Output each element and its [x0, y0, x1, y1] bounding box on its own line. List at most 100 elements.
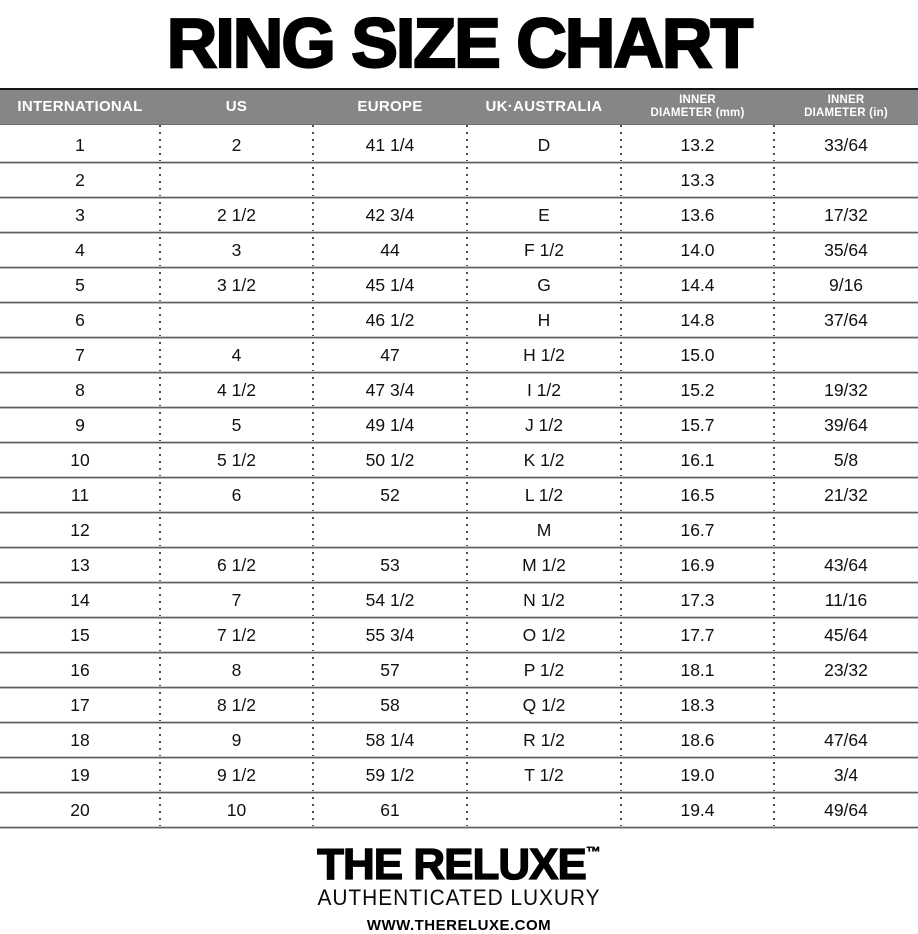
row-divider [0, 441, 918, 444]
table-cell: 14.4 [680, 274, 715, 295]
table-cell: 13 [70, 554, 90, 575]
table-cell: H 1/2 [523, 344, 565, 365]
table-cell: 8 1/2 [217, 694, 256, 715]
table-cell: 23/32 [824, 659, 868, 680]
table-cell: R 1/2 [523, 729, 565, 750]
table-row: 20 10 61 19.4 49/64 [0, 794, 918, 826]
table-cell: 19/32 [824, 379, 868, 400]
row-divider [0, 826, 918, 829]
row-divider [0, 756, 918, 759]
row-divider [0, 336, 918, 339]
trademark-symbol: ™ [585, 844, 601, 861]
row-divider [0, 406, 918, 409]
table-row: 12 M 16.7 [0, 514, 918, 546]
brand-tagline: AUTHENTICATED LUXURY [317, 885, 601, 910]
table-cell: 49 1/4 [365, 414, 415, 435]
table-cell: 46 1/2 [365, 309, 415, 330]
table-row: 15 7 1/2 55 3/4 O 1/2 17.7 45/64 [0, 619, 918, 651]
row-divider [0, 161, 918, 164]
table-cell: 5 [231, 414, 242, 435]
table-cell: 39/64 [824, 414, 868, 435]
table-cell: 9/16 [828, 274, 864, 295]
table-cell: 16 [70, 659, 90, 680]
row-divider [0, 266, 918, 269]
table-row: 7 4 47 H 1/2 15.0 [0, 339, 918, 371]
table-cell: 5 1/2 [217, 449, 256, 470]
table-cell: 15 [70, 624, 90, 645]
table-cell: 13.3 [680, 169, 715, 190]
table-cell: 42 3/4 [365, 204, 415, 225]
table-row: 1 2 41 1/4 D 13.2 33/64 [0, 129, 918, 161]
table-cell: J 1/2 [525, 414, 563, 435]
table-cell: O 1/2 [522, 624, 566, 645]
table-cell: 33/64 [824, 134, 868, 155]
column-header-international: INTERNATIONAL [0, 90, 160, 124]
row-divider [0, 791, 918, 794]
table-cell: 47 3/4 [365, 379, 415, 400]
table-cell: 18.1 [680, 659, 715, 680]
table-cell: 17.7 [680, 624, 715, 645]
brand-logo: THE RELUXE™ [0, 832, 918, 887]
table-row: 2 13.3 [0, 164, 918, 196]
table-cell: 21/32 [824, 484, 868, 505]
row-divider [0, 231, 918, 234]
table-cell: 11/16 [824, 589, 868, 610]
table-cell: 10 [226, 799, 247, 820]
row-divider [0, 651, 918, 654]
row-divider [0, 721, 918, 724]
table-cell: 53 [380, 554, 400, 575]
table-cell: 15.0 [680, 344, 715, 365]
table-row: 11 6 52 L 1/2 16.5 21/32 [0, 479, 918, 511]
column-header-inner-diameter-in: INNER DIAMETER (in) [774, 90, 918, 124]
table-cell: 19 [70, 764, 90, 785]
column-header-label: INNER [679, 94, 716, 106]
table-cell: 44 [380, 239, 400, 260]
ring-size-chart-page: RING SIZE CHART INTERNATIONAL US EUROPE … [0, 3, 918, 934]
column-header-label: INNER [827, 94, 865, 106]
row-divider [0, 371, 918, 374]
table-row: 10 5 1/2 50 1/2 K 1/2 16.1 5/8 [0, 444, 918, 476]
column-header-us: US [160, 90, 313, 124]
table-row: 17 8 1/2 58 Q 1/2 18.3 [0, 689, 918, 721]
table-cell: 55 3/4 [365, 624, 415, 645]
table-row: 3 2 1/2 42 3/4 E 13.6 17/32 [0, 199, 918, 231]
table-cell: 13.6 [680, 204, 715, 225]
table-cell: 14 [70, 589, 90, 610]
row-divider [0, 476, 918, 479]
table-cell: 16.5 [680, 484, 715, 505]
table-row: 19 9 1/2 59 1/2 T 1/2 19.0 3/4 [0, 759, 918, 791]
table-cell: L 1/2 [524, 484, 564, 505]
column-header-label: EUROPE [357, 98, 423, 115]
row-divider [0, 511, 918, 514]
table-cell: 9 [75, 414, 85, 435]
table-cell: 2 [75, 169, 85, 190]
table-row: 13 6 1/2 53 M 1/2 16.9 43/64 [0, 549, 918, 581]
table-cell: M [536, 519, 552, 540]
website-url: WWW.THERELUXE.COM [366, 917, 552, 934]
table-cell: 19.0 [680, 764, 715, 785]
table-cell: 37/64 [824, 309, 868, 330]
table-cell: 6 [75, 309, 85, 330]
table-cell: 61 [380, 799, 400, 820]
table-cell: 12 [70, 519, 90, 540]
table-row: 9 5 49 1/4 J 1/2 15.7 39/64 [0, 409, 918, 441]
row-divider [0, 616, 918, 619]
table-cell: 45 1/4 [365, 274, 415, 295]
table-cell: 3 [75, 204, 85, 225]
table-cell: 5 [75, 274, 85, 295]
table-cell: 19.4 [680, 799, 715, 820]
table-cell: 43/64 [824, 554, 868, 575]
column-header-europe: EUROPE [313, 90, 467, 124]
table-cell: 18 [70, 729, 90, 750]
table-cell: 8 [75, 379, 85, 400]
table-cell: D [537, 134, 551, 155]
table-cell: H [537, 309, 551, 330]
table-row: 14 7 54 1/2 N 1/2 17.3 11/16 [0, 584, 918, 616]
table-cell: 16.7 [680, 519, 715, 540]
table-cell: 17/32 [824, 204, 868, 225]
table-cell: 3 [231, 239, 242, 260]
table-cell: 52 [380, 484, 400, 505]
row-divider [0, 686, 918, 689]
table-row: 6 46 1/2 H 14.8 37/64 [0, 304, 918, 336]
table-cell: I 1/2 [526, 379, 562, 400]
